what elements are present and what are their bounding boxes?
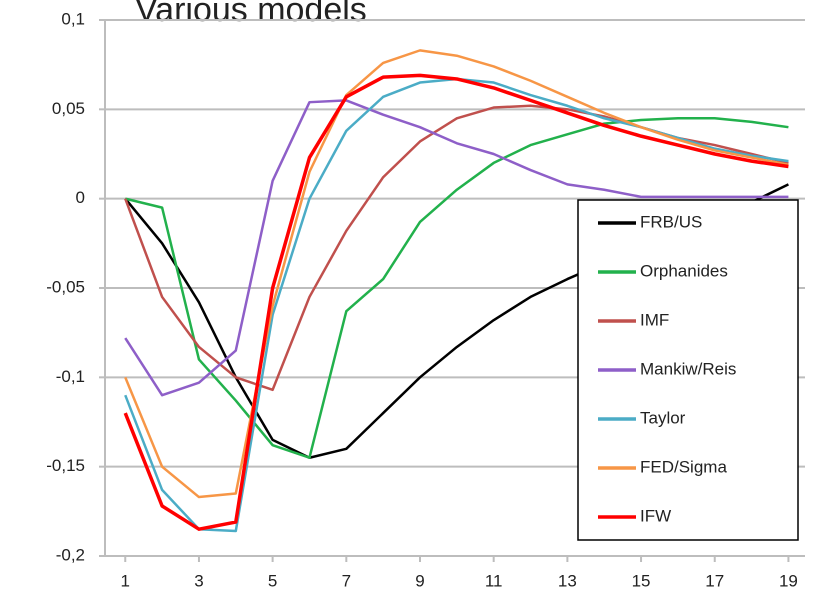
y-tick-label: 0,05 xyxy=(52,99,85,118)
x-tick-label: 13 xyxy=(558,571,577,590)
x-tick-label: 9 xyxy=(415,571,424,590)
y-tick-label: 0,1 xyxy=(61,9,85,28)
x-tick-label: 3 xyxy=(194,571,203,590)
legend-label: Taylor xyxy=(640,408,686,427)
x-tick-label: 11 xyxy=(485,571,503,590)
series-line xyxy=(124,99,789,397)
chart-title: Various models xyxy=(135,0,367,29)
x-tick-label: 19 xyxy=(779,571,798,590)
y-tick-label: 0 xyxy=(76,188,85,207)
legend-label: FRB/US xyxy=(640,212,702,231)
y-tick-label: -0,15 xyxy=(46,456,85,475)
y-tick-label: -0,2 xyxy=(56,545,85,564)
x-tick-label: 15 xyxy=(632,571,651,590)
y-tick-label: -0,05 xyxy=(46,277,85,296)
x-tick-label: 5 xyxy=(268,571,277,590)
y-tick-label: -0,1 xyxy=(56,367,85,386)
series-line xyxy=(123,73,789,531)
series-line xyxy=(124,49,789,499)
legend-label: FED/Sigma xyxy=(640,457,727,476)
x-tick-label: 1 xyxy=(121,571,130,590)
legend-label: IMF xyxy=(640,310,669,329)
series-line xyxy=(124,117,789,459)
x-tick-label: 7 xyxy=(342,571,351,590)
legend-label: Mankiw/Reis xyxy=(640,359,736,378)
x-tick-label: 17 xyxy=(705,571,724,590)
legend-label: Orphanides xyxy=(640,261,728,280)
legend-label: IFW xyxy=(640,506,671,525)
